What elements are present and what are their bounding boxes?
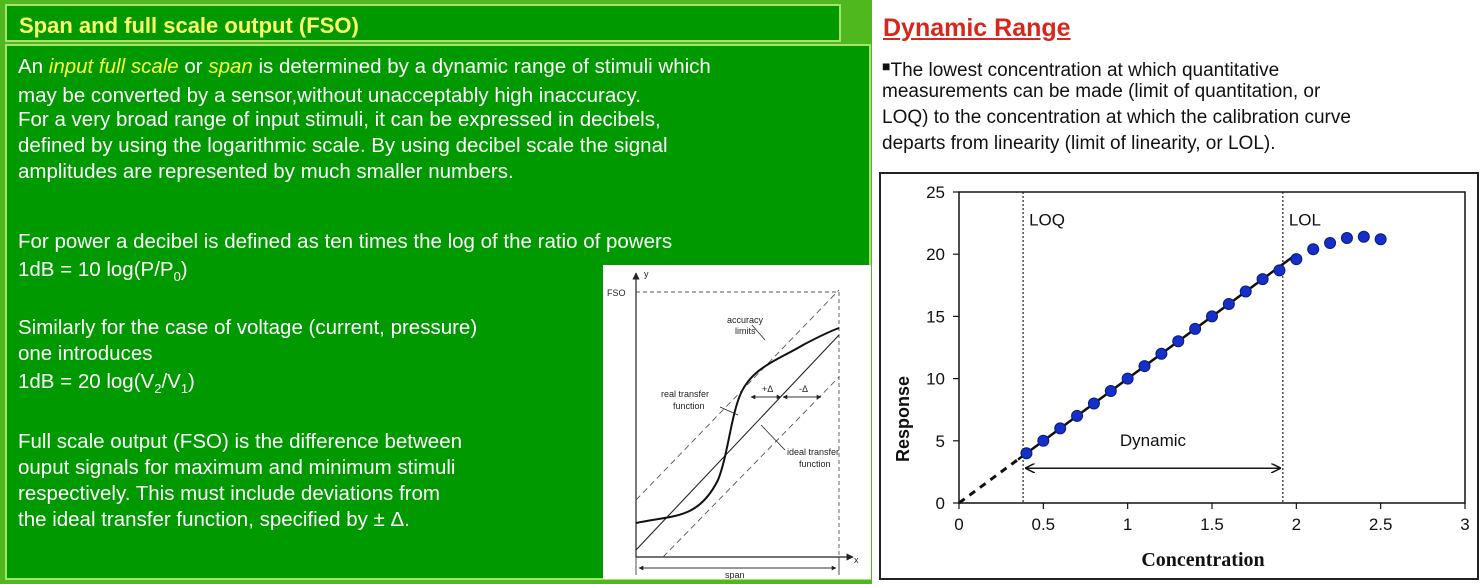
data-point — [1104, 385, 1117, 398]
data-point — [1155, 347, 1168, 360]
accuracy-limits-label-1: accuracy — [727, 315, 764, 325]
span-label: span — [725, 570, 745, 579]
upper-accuracy-limit — [635, 289, 840, 501]
real-transfer-curve — [635, 327, 840, 524]
x-tick-label: 0 — [954, 515, 963, 534]
p1-line-5: amplitudes are represented by much small… — [18, 160, 514, 183]
y-tick-label: 25 — [926, 183, 945, 202]
real-transfer-label-2: function — [673, 401, 705, 411]
slide-title-bar: Span and full scale output (FSO) — [5, 4, 841, 42]
p1-line-2: may be converted by a sensor,without una… — [18, 84, 641, 107]
x-tick-label: 3 — [1460, 515, 1469, 534]
lol-label: LOL — [1289, 211, 1321, 230]
y-tick-label: 5 — [936, 432, 945, 451]
fig-y-label: y — [644, 269, 649, 279]
transfer-function-figure: y x FSO +Δ -Δ accuracy limits — [603, 265, 871, 579]
ideal-transfer-label-2: function — [799, 459, 831, 469]
data-point — [1357, 230, 1370, 243]
data-point — [1222, 297, 1235, 310]
p1-line-1: An input full scale or span is determine… — [18, 55, 711, 78]
x-tick-label: 2 — [1292, 515, 1301, 534]
dr-line-2: measurements can be made (limit of quant… — [882, 81, 1321, 102]
plot-area — [958, 191, 1466, 504]
loq-label: LOQ — [1029, 211, 1065, 230]
bullet-icon: ■ — [882, 58, 891, 74]
term-span: span — [208, 55, 253, 78]
data-point — [1256, 273, 1269, 286]
p1-line-3: For a very broad range of input stimuli,… — [18, 108, 661, 131]
y-tick-label: 0 — [936, 494, 945, 513]
x-axis-label: Concentration — [1141, 549, 1264, 571]
data-point — [1239, 285, 1252, 298]
data-point — [1374, 233, 1387, 246]
data-point — [1324, 237, 1337, 250]
p1-line-4: defined by using the logarithmic scale. … — [18, 134, 668, 157]
data-point — [1020, 447, 1033, 460]
p3-line-2: one introduces — [18, 342, 153, 365]
plus-delta-label: +Δ — [762, 384, 773, 394]
fig-fso-label: FSO — [607, 288, 626, 298]
dr-line-4: departs from linearity (limit of lineari… — [882, 133, 1276, 154]
term-input-full-scale: input full scale — [48, 55, 179, 78]
extrapolated-line — [958, 458, 1019, 505]
data-point — [1206, 310, 1218, 323]
ideal-transfer-label-1: ideal transfer — [787, 447, 839, 457]
data-point — [1189, 322, 1202, 335]
y-tick-label: 20 — [926, 245, 945, 264]
p4-line-4: the ideal transfer function, specified b… — [18, 508, 410, 531]
x-tick-label: 0.5 — [1032, 515, 1056, 534]
data-point — [1138, 360, 1151, 373]
span-fso-slide: Span and full scale output (FSO) An inpu… — [0, 0, 872, 584]
data-point — [1290, 253, 1303, 266]
dr-line-1: ■The lowest concentration at which quant… — [882, 58, 1280, 81]
x-tick-label: 1 — [1123, 515, 1132, 534]
x-tick-label: 2.5 — [1369, 515, 1393, 534]
data-point — [1340, 232, 1353, 245]
calibration-chart: 0 0.5 1 1.5 2 2.5 3 0 5 10 15 20 25 LOQ LOL Dynamic Con… — [879, 172, 1479, 580]
accuracy-limits-label-2: limits — [735, 326, 756, 336]
data-point — [1307, 243, 1320, 256]
x-tick-label: 1.5 — [1200, 515, 1224, 534]
p4-line-1: Full scale output (FSO) is the differenc… — [18, 430, 463, 453]
power-equation: 1dB = 10 log(P/P0) — [18, 258, 188, 285]
data-point — [1037, 434, 1050, 447]
voltage-equation: 1dB = 20 log(V2/V1) — [18, 370, 195, 397]
p4-line-3: respectively. This must include deviatio… — [18, 482, 440, 505]
minus-delta-label: -Δ — [799, 384, 808, 394]
y-tick-label: 15 — [926, 307, 945, 326]
fig-x-label: x — [854, 555, 859, 565]
data-point — [1087, 397, 1100, 410]
p4-line-2: ouput signals for maximum and minimum st… — [18, 456, 456, 479]
p2-line-1: For power a decibel is defined as ten ti… — [18, 230, 673, 253]
data-point — [1054, 422, 1067, 435]
y-axis-label: Response — [893, 376, 913, 462]
data-point — [1071, 409, 1084, 422]
real-transfer-label-1: real transfer — [661, 389, 709, 399]
dynamic-range-title: Dynamic Range — [883, 14, 1071, 42]
slide-title: Span and full scale output (FSO) — [19, 13, 359, 38]
ideal-transfer-line — [635, 334, 840, 551]
data-point — [1172, 335, 1185, 348]
lower-accuracy-limit — [662, 376, 840, 558]
data-point — [1273, 264, 1286, 277]
p3-line-1: Similarly for the case of voltage (curre… — [18, 316, 478, 339]
dynamic-label: Dynamic — [1120, 431, 1187, 450]
y-tick-label: 10 — [926, 370, 945, 389]
dr-line-3: LOQ) to the concentration at which the c… — [882, 107, 1351, 128]
data-point — [1121, 372, 1134, 385]
